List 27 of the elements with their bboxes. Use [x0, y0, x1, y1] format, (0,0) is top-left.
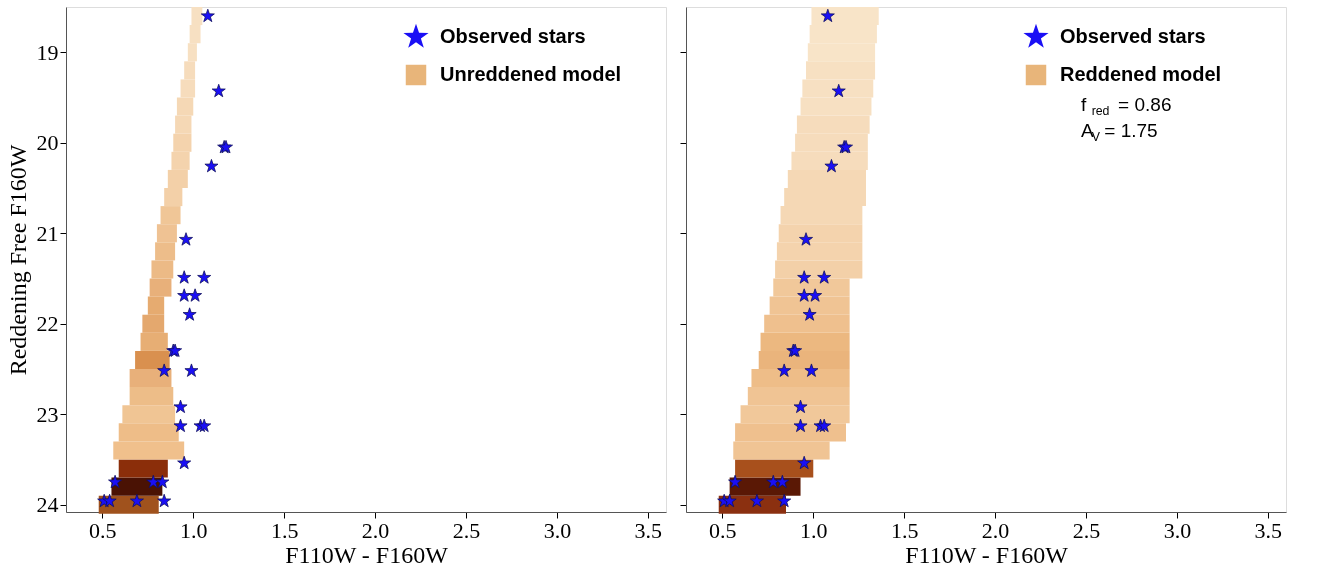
x-axis-title: F110W - F160W [905, 541, 1069, 568]
y-tick-label: 22 [36, 311, 59, 337]
y-axis-title: Reddening Free F160W [4, 144, 31, 376]
x-axis-title: F110W - F160W [285, 541, 449, 568]
x-tick-label: 1.0 [800, 517, 828, 543]
x-tick-label: 0.5 [709, 517, 737, 543]
x-tick-label: 3.0 [543, 517, 572, 543]
y-tick-label: 21 [36, 220, 59, 246]
legend-label: Unreddened model [440, 63, 622, 85]
y-tick-label: 24 [36, 492, 59, 518]
x-tick-label: 2.0 [361, 517, 390, 543]
x-tick-label: 3.5 [1254, 517, 1283, 543]
legend-label: Observed stars [440, 25, 586, 47]
legend-label: Observed stars [1060, 25, 1206, 47]
y-tick-label: 23 [36, 401, 59, 427]
x-tick-label: 0.5 [89, 517, 117, 543]
x-tick-label: 2.5 [452, 517, 481, 543]
x-tick-label: 3.5 [634, 517, 663, 543]
x-tick-label: 3.0 [1163, 517, 1192, 543]
x-tick-label: 1.0 [180, 517, 208, 543]
y-tick-label: 19 [36, 39, 59, 65]
y-tick-label: 20 [36, 130, 59, 156]
x-tick-label: 2.0 [981, 517, 1010, 543]
x-tick-label: 1.5 [890, 517, 919, 543]
x-tick-label: 1.5 [270, 517, 299, 543]
legend-label: Reddened model [1060, 63, 1222, 85]
x-tick-label: 2.5 [1072, 517, 1101, 543]
